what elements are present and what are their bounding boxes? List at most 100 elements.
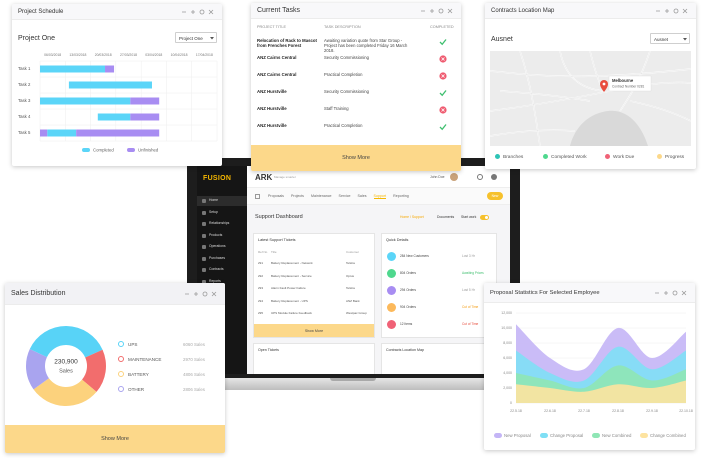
y-tick-label: 10,000 bbox=[501, 326, 512, 330]
column-header: COMPLETED bbox=[430, 25, 454, 29]
table-header: Ref No bbox=[258, 250, 268, 254]
sidebar-item[interactable]: Contracts bbox=[197, 265, 247, 275]
close-button[interactable] bbox=[211, 291, 217, 297]
x-tick-label: 22.6.18 bbox=[544, 409, 556, 413]
cross-icon bbox=[441, 74, 445, 78]
nav-item[interactable]: Projects bbox=[290, 194, 304, 198]
y-tick-label: 0 bbox=[510, 401, 512, 405]
table-cell: Westpac Group bbox=[346, 311, 367, 315]
refresh-button[interactable] bbox=[199, 9, 205, 15]
new-button[interactable]: New bbox=[487, 192, 503, 200]
start-work-toggle[interactable] bbox=[480, 215, 489, 220]
show-more-button[interactable]: Show More bbox=[5, 425, 225, 453]
close-button[interactable] bbox=[681, 290, 687, 296]
task-description: Practical Completion bbox=[324, 123, 363, 128]
sidebar-item[interactable]: Setup bbox=[197, 208, 247, 218]
card: Current Tasks PROJECT TITLE TASK DESCRIPTI… bbox=[251, 3, 461, 171]
show-more-button[interactable]: Show More bbox=[254, 324, 374, 337]
sidebar-label: Purchases bbox=[209, 255, 226, 260]
sidebar-label: Home bbox=[209, 198, 219, 202]
legend-dot bbox=[118, 341, 124, 347]
legend-swatch bbox=[127, 148, 135, 152]
new-button-label: New bbox=[491, 194, 499, 198]
nav-item[interactable]: Sales bbox=[357, 194, 367, 198]
card-header: Current Tasks bbox=[251, 3, 461, 19]
start-work-label: Start work bbox=[461, 215, 477, 219]
close-button[interactable] bbox=[682, 8, 688, 14]
cross-icon bbox=[441, 108, 445, 112]
map-marker[interactable] bbox=[600, 80, 608, 92]
refresh-button[interactable] bbox=[672, 290, 678, 296]
card: Contracts Location Map Ausnet Ausnet Melbou… bbox=[485, 3, 696, 169]
laptop-notch bbox=[330, 378, 376, 381]
task-title: ANZ Hurstville bbox=[257, 89, 287, 94]
table-cell: 291 bbox=[258, 261, 264, 265]
button-label: Show More bbox=[101, 436, 129, 442]
nav-item[interactable]: Proposals bbox=[268, 194, 284, 198]
donut-segment bbox=[82, 349, 107, 392]
date-label: 10/04/2018 bbox=[171, 53, 188, 57]
nav-home-icon[interactable] bbox=[255, 194, 260, 199]
nav-item[interactable]: Support bbox=[373, 194, 387, 199]
dropdown[interactable]: Project One bbox=[175, 32, 217, 43]
gantt-bar bbox=[40, 97, 131, 105]
button-label: Show More bbox=[304, 328, 324, 333]
legend-value: 2806 Sales bbox=[183, 387, 205, 392]
close-button[interactable] bbox=[208, 9, 214, 15]
close-button[interactable] bbox=[447, 8, 453, 14]
documents-link[interactable]: Documents bbox=[437, 215, 455, 219]
button-label: Show More bbox=[342, 155, 370, 161]
window-controls bbox=[421, 8, 453, 14]
dropdown[interactable]: Ausnet bbox=[650, 33, 690, 44]
refresh-button[interactable] bbox=[673, 8, 679, 14]
task-description: Staff Training bbox=[324, 106, 349, 111]
map-road-edge bbox=[559, 50, 605, 92]
donut-segment bbox=[25, 349, 49, 390]
date-label: 27/03/2018 bbox=[120, 53, 137, 57]
task-description: Awaiting variation quote from Star Group… bbox=[324, 38, 408, 53]
legend-label: OTHER bbox=[128, 387, 145, 392]
sidebar-item[interactable]: Home bbox=[197, 196, 247, 206]
column-header: TASK DESCRIPTION bbox=[324, 25, 361, 29]
top-bar: ARK Manage smarter John Doe bbox=[247, 166, 510, 188]
card-title: Current Tasks bbox=[257, 7, 301, 14]
sidebar-icon bbox=[202, 279, 206, 284]
region-name: Ausnet bbox=[491, 36, 513, 43]
show-more-button[interactable]: Show More bbox=[251, 145, 461, 171]
card-title: Project Schedule bbox=[18, 8, 64, 15]
nav-item[interactable]: Service bbox=[338, 194, 351, 198]
nav-item[interactable]: Reporting bbox=[393, 194, 409, 198]
donut-center-value: 230,900 bbox=[54, 359, 78, 366]
sidebar-item[interactable]: Operations bbox=[197, 242, 247, 252]
nav-item[interactable]: Maintenance bbox=[310, 194, 332, 198]
y-tick-label: 12,000 bbox=[501, 311, 512, 315]
settings-icon[interactable] bbox=[477, 174, 483, 180]
y-tick-label: 2,000 bbox=[503, 386, 512, 390]
legend-value: 4806 Sales bbox=[183, 372, 205, 377]
sidebar-item[interactable]: Purchases bbox=[197, 254, 247, 264]
sidebar-item[interactable]: Reports bbox=[197, 277, 247, 287]
table-cell: Battery Replacement - Network bbox=[271, 261, 313, 265]
sidebar-label: Contracts bbox=[209, 267, 224, 271]
sidebar-item[interactable]: Products bbox=[197, 231, 247, 241]
map-popup bbox=[608, 75, 652, 92]
status-icon bbox=[439, 90, 447, 97]
refresh-button[interactable] bbox=[438, 8, 444, 14]
map-road-edge bbox=[489, 130, 576, 137]
detail-status: Cut of Time bbox=[462, 322, 479, 326]
popup-title: Melbourne bbox=[612, 78, 634, 83]
card: Proposal Statistics For Selected Employe… bbox=[484, 283, 695, 450]
notification-icon[interactable] bbox=[491, 174, 497, 180]
panel-title: Quick Details bbox=[386, 238, 409, 242]
y-tick-label: 8,000 bbox=[503, 341, 512, 345]
sidebar-item[interactable]: Relationships bbox=[197, 219, 247, 229]
toggle-knob bbox=[485, 216, 488, 219]
gantt-bar bbox=[40, 129, 48, 137]
refresh-button[interactable] bbox=[202, 291, 208, 297]
legend-label: UPS bbox=[128, 342, 138, 347]
detail-status: Cut of Time bbox=[462, 305, 479, 309]
detail-icon bbox=[387, 286, 396, 295]
x-tick-label: 22.7.18 bbox=[578, 409, 590, 413]
dropdown-caret bbox=[210, 36, 214, 39]
